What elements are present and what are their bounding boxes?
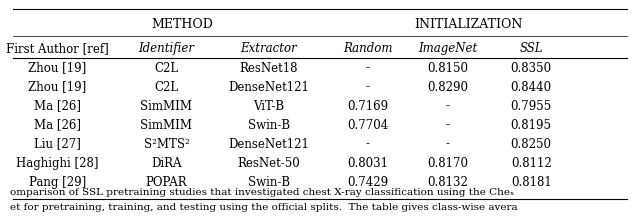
Text: Ma [26]: Ma [26] — [34, 119, 81, 132]
Text: et for pretraining, training, and testing using the official splits.  The table : et for pretraining, training, and testin… — [10, 203, 517, 212]
Text: DenseNet121: DenseNet121 — [228, 81, 309, 94]
Text: -: - — [366, 138, 370, 151]
Text: POPAR: POPAR — [145, 176, 188, 189]
Text: 0.8181: 0.8181 — [511, 176, 552, 189]
Text: SSL: SSL — [520, 42, 543, 55]
Text: 0.7429: 0.7429 — [348, 176, 388, 189]
Text: C2L: C2L — [154, 81, 179, 94]
Text: 0.8112: 0.8112 — [511, 157, 552, 170]
Text: Random: Random — [343, 42, 393, 55]
Text: INITIALIZATION: INITIALIZATION — [415, 18, 523, 31]
Text: Liu [27]: Liu [27] — [34, 138, 81, 151]
Text: -: - — [446, 119, 450, 132]
Text: 0.8440: 0.8440 — [511, 81, 552, 94]
Text: omparison of SSL pretraining studies that investigated chest X-ray classificatio: omparison of SSL pretraining studies tha… — [10, 188, 514, 197]
Text: 0.7704: 0.7704 — [348, 119, 388, 132]
Text: Extractor: Extractor — [241, 42, 297, 55]
Text: -: - — [446, 138, 450, 151]
Text: ViT-B: ViT-B — [253, 100, 284, 113]
Text: Zhou [19]: Zhou [19] — [28, 62, 87, 75]
Text: 0.8150: 0.8150 — [428, 62, 468, 75]
Text: Swin-B: Swin-B — [248, 119, 290, 132]
Text: ImageNet: ImageNet — [419, 42, 477, 55]
Text: 0.8250: 0.8250 — [511, 138, 552, 151]
Text: Haghighi [28]: Haghighi [28] — [17, 157, 99, 170]
Text: C2L: C2L — [154, 62, 179, 75]
Text: -: - — [366, 62, 370, 75]
Text: DenseNet121: DenseNet121 — [228, 138, 309, 151]
Text: 0.8195: 0.8195 — [511, 119, 552, 132]
Text: Swin-B: Swin-B — [248, 176, 290, 189]
Text: 0.7169: 0.7169 — [348, 100, 388, 113]
Text: 0.8132: 0.8132 — [428, 176, 468, 189]
Text: -: - — [366, 81, 370, 94]
Text: SimMIM: SimMIM — [140, 119, 193, 132]
Text: Pang [29]: Pang [29] — [29, 176, 86, 189]
Text: 0.8290: 0.8290 — [428, 81, 468, 94]
Text: SimMIM: SimMIM — [140, 100, 193, 113]
Text: 0.8350: 0.8350 — [511, 62, 552, 75]
Text: 0.7955: 0.7955 — [511, 100, 552, 113]
Text: Identifier: Identifier — [138, 42, 195, 55]
Text: 0.8170: 0.8170 — [428, 157, 468, 170]
Text: 0.8031: 0.8031 — [348, 157, 388, 170]
Text: ResNet18: ResNet18 — [239, 62, 298, 75]
Text: METHOD: METHOD — [152, 18, 213, 31]
Text: Ma [26]: Ma [26] — [34, 100, 81, 113]
Text: DiRA: DiRA — [151, 157, 182, 170]
Text: ResNet-50: ResNet-50 — [237, 157, 300, 170]
Text: First Author [ref]: First Author [ref] — [6, 42, 109, 55]
Text: -: - — [446, 100, 450, 113]
Text: Zhou [19]: Zhou [19] — [28, 81, 87, 94]
Text: S²MTS²: S²MTS² — [143, 138, 189, 151]
